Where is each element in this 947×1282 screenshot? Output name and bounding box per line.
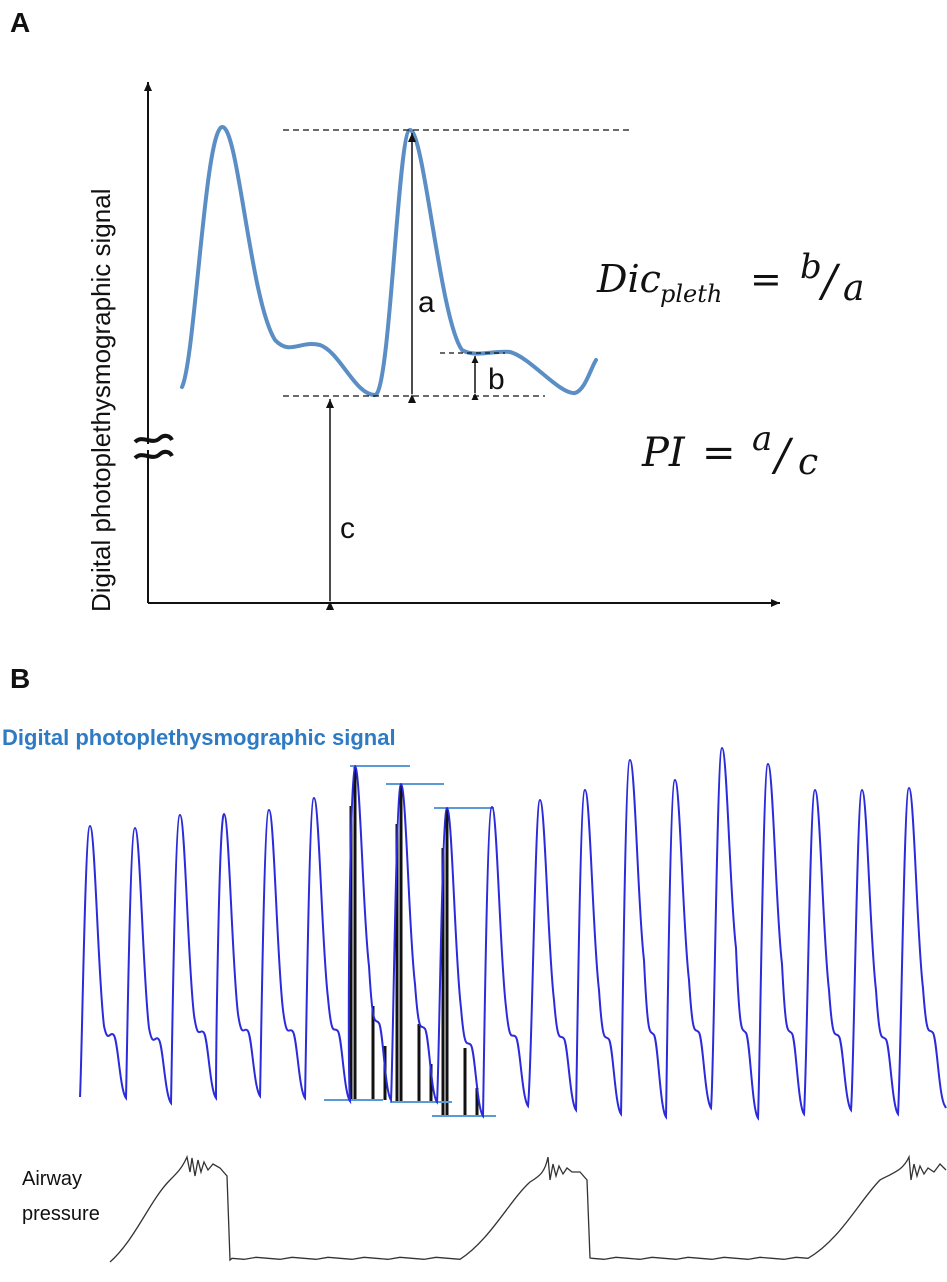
airway-label-line1: Airway — [22, 1168, 82, 1190]
panel-b-label: B — [10, 663, 30, 694]
formula-pi-eq: = — [702, 430, 736, 476]
drop-lines — [349, 766, 479, 1116]
panel-a: A Digital photoplethysmographic signal a… — [10, 7, 864, 612]
ppg-signal-title: Digital photoplethysmographic signal — [2, 725, 396, 750]
marker-a: a — [418, 286, 435, 319]
formula-dic-main: Dic — [596, 257, 661, 301]
formula-pi: PI = a / c — [641, 419, 818, 483]
y-axis-title: Digital photoplethysmographic signal — [86, 189, 116, 612]
ppg-trace — [79, 746, 947, 1121]
formula-dic-slash: / — [818, 256, 841, 307]
formula-dic-sub: pleth — [660, 280, 722, 308]
formula-dic: Dic pleth = b / a — [596, 247, 864, 309]
formula-pi-den: c — [798, 442, 818, 483]
airway-label-line2: pressure — [22, 1203, 100, 1225]
formula-pi-main: PI — [641, 430, 686, 476]
formula-pi-slash: / — [771, 430, 794, 481]
formula-dic-eq: = — [750, 257, 782, 301]
ppg-waveform — [180, 125, 598, 398]
airway-pressure-trace — [109, 1154, 947, 1263]
guide-lines — [324, 765, 496, 1117]
axis-break-icon — [133, 433, 174, 460]
formula-dic-num: b — [800, 247, 822, 287]
marker-c: c — [340, 512, 355, 545]
formula-pi-num: a — [752, 419, 772, 459]
marker-b: b — [488, 363, 505, 396]
formula-dic-den: a — [843, 268, 864, 309]
panel-a-label: A — [10, 7, 30, 38]
panel-b: B Digital photoplethysmographic signal A… — [2, 663, 947, 1263]
